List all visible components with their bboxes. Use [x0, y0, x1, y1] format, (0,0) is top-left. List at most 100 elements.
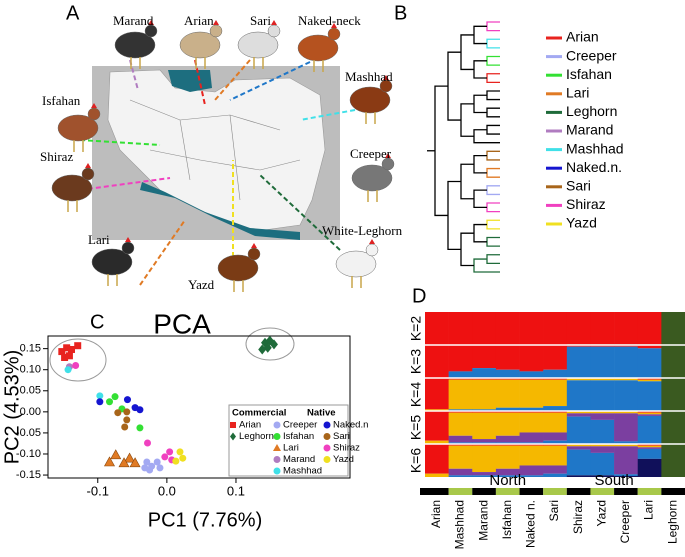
- dendrogram-branch: [460, 103, 474, 137]
- bird-comb: [125, 237, 131, 242]
- legend-label: Naked.n: [333, 420, 368, 431]
- panel-letter: B: [394, 2, 407, 24]
- legend-label: Sari: [333, 431, 350, 442]
- ancestry-segment: [566, 444, 591, 447]
- population-bar: [661, 488, 685, 495]
- bird-body: [297, 34, 339, 62]
- dendrogram-branch: [486, 55, 500, 66]
- link: [79, 139, 161, 146]
- breed-label: White-Leghorn: [322, 223, 403, 238]
- point: [61, 353, 69, 361]
- dendrogram-branch: [460, 232, 474, 267]
- ancestry-segment: [472, 312, 497, 345]
- breed-label: Isfahan: [42, 93, 81, 108]
- ancestry-segment: [543, 445, 568, 466]
- structure-plot: D K=2 K=3 K=4 K=5 K=6 Arian Mashhad Marand Isfaha…: [408, 285, 685, 549]
- ancestry-segment: [543, 379, 568, 407]
- plot-frame: [47, 335, 351, 479]
- legend-label: Yazd: [566, 215, 597, 231]
- population-bar: [614, 488, 638, 495]
- ancestry-segment: [448, 379, 473, 410]
- ancestry-segment: [637, 312, 662, 345]
- population-label: Arian: [429, 500, 443, 528]
- legend-label: Creeper: [566, 47, 617, 63]
- ancestry-segment: [614, 380, 639, 411]
- dendrogram-branch: [486, 21, 500, 32]
- ancestry-segment: [661, 444, 685, 477]
- region-label: North: [489, 472, 526, 489]
- ancestry-segment: [519, 444, 544, 446]
- bird-comb: [213, 20, 219, 25]
- dendrogram-branch: [486, 254, 500, 265]
- ancestry-segment: [425, 411, 449, 441]
- ancestry-segment: [448, 444, 473, 446]
- breed-photos: [51, 20, 395, 292]
- ancestry-segment: [614, 413, 639, 442]
- bird-legs: [367, 190, 378, 202]
- ancestry-segment: [519, 345, 544, 372]
- ancestry-segment: [637, 458, 662, 477]
- dendrogram-branch: [486, 185, 500, 196]
- breed-label: Marand: [113, 13, 154, 28]
- population-bar: [637, 488, 662, 495]
- ancestry-segment: [448, 412, 473, 436]
- legend-marker: [273, 467, 281, 475]
- ancestry-segment: [472, 439, 497, 443]
- legend-marker: [230, 422, 236, 428]
- k-label: K=5: [408, 415, 424, 441]
- link: [229, 61, 311, 101]
- bird-body: [217, 254, 259, 282]
- iran-outline: [107, 69, 326, 233]
- ancestry-segment: [519, 407, 544, 411]
- ancestry-segment: [519, 412, 544, 433]
- dendrogram-branch: [486, 73, 500, 83]
- ancestry-segment: [425, 440, 449, 444]
- ancestry-segment: [637, 445, 662, 448]
- ancestry-segment: [495, 442, 520, 444]
- link: [139, 219, 186, 286]
- ancestry-segment: [614, 378, 639, 381]
- ancestry-segment: [519, 442, 544, 444]
- ancestry-segment: [472, 368, 497, 378]
- cluster-ellipse: [49, 338, 107, 382]
- pca-plot: C PCA PC1 (7.76%) PC2 (4.53%) -0.1 0.0 0.1 0.15…: [1, 308, 368, 531]
- dendrogram-branch: [460, 163, 474, 200]
- ancestry-segment: [519, 411, 544, 413]
- ancestry-segment: [614, 411, 639, 414]
- legend-label: Marand: [566, 122, 613, 138]
- legend-label: Naked.n.: [566, 159, 622, 175]
- legend-label: Shiraz: [566, 196, 606, 212]
- ancestry-segment: [566, 312, 591, 345]
- ancestry-segment: [448, 312, 473, 345]
- breed-label: Shiraz: [40, 149, 73, 164]
- point: [103, 456, 116, 467]
- ancestry-segment: [448, 442, 473, 444]
- ancestry-segment: [637, 414, 662, 416]
- ancestry-segment: [472, 444, 497, 446]
- legend-label: Mashhad: [566, 140, 624, 156]
- bird-legs: [130, 57, 141, 69]
- ancestry-segment: [590, 475, 615, 477]
- breed-label: Yazd: [188, 277, 215, 292]
- legend-box: [228, 404, 349, 477]
- bird-legs: [67, 200, 78, 212]
- ancestry-segment: [637, 444, 662, 446]
- population-bar: [590, 488, 615, 495]
- link: [214, 59, 251, 101]
- ancestry-segment: [590, 452, 615, 476]
- y-tick-label: 0.10: [20, 364, 41, 376]
- dendrogram-branch: [486, 38, 500, 49]
- bird-head: [247, 247, 261, 261]
- bird-comb: [271, 20, 277, 25]
- legend-group-title: Commercial: [232, 408, 286, 419]
- dendrogram-branch: [486, 90, 500, 101]
- dendrogram-branch: [473, 94, 487, 114]
- dendrogram-branch: [486, 202, 500, 213]
- point: [96, 398, 104, 406]
- point: [123, 416, 131, 424]
- ancestry-segment: [448, 445, 473, 469]
- ancestry-segment: [637, 448, 662, 459]
- dendrogram-branch: [460, 34, 474, 71]
- breed-label: Sari: [250, 13, 271, 28]
- legend-label: Lari: [566, 85, 589, 101]
